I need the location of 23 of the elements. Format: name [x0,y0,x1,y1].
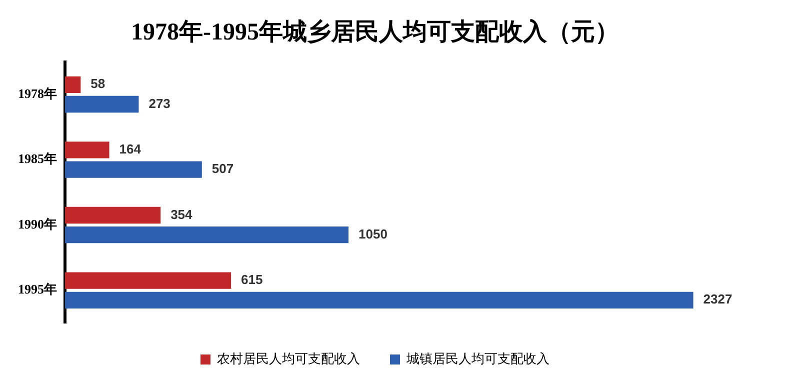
data-label: 354 [170,206,194,222]
y-tick-label: 1985年 [18,151,57,166]
bar [65,292,694,308]
data-label: 58 [90,76,106,92]
bar [65,272,232,289]
y-tick-label: 1978年 [18,86,57,101]
bar [65,142,110,158]
bar [65,226,348,244]
data-label: 2327 [703,292,732,307]
bar [65,161,202,178]
y-tick-label: 1990年 [18,216,57,232]
data-label: 164 [119,142,142,157]
legend-label: 城镇居民人均可支配收入 [406,352,550,367]
legend-label: 农村居民人均可支配收入 [217,352,360,367]
chart-title: 1978年-1995年城乡居民人均可支配收入（元） [131,18,619,46]
y-tick-label: 1995年 [18,282,57,297]
bar [65,76,81,93]
data-label: 507 [212,161,234,176]
bar [65,96,139,113]
data-label: 273 [148,96,170,111]
bar [65,206,161,224]
data-label: 615 [241,272,263,288]
data-label: 1050 [358,226,388,242]
